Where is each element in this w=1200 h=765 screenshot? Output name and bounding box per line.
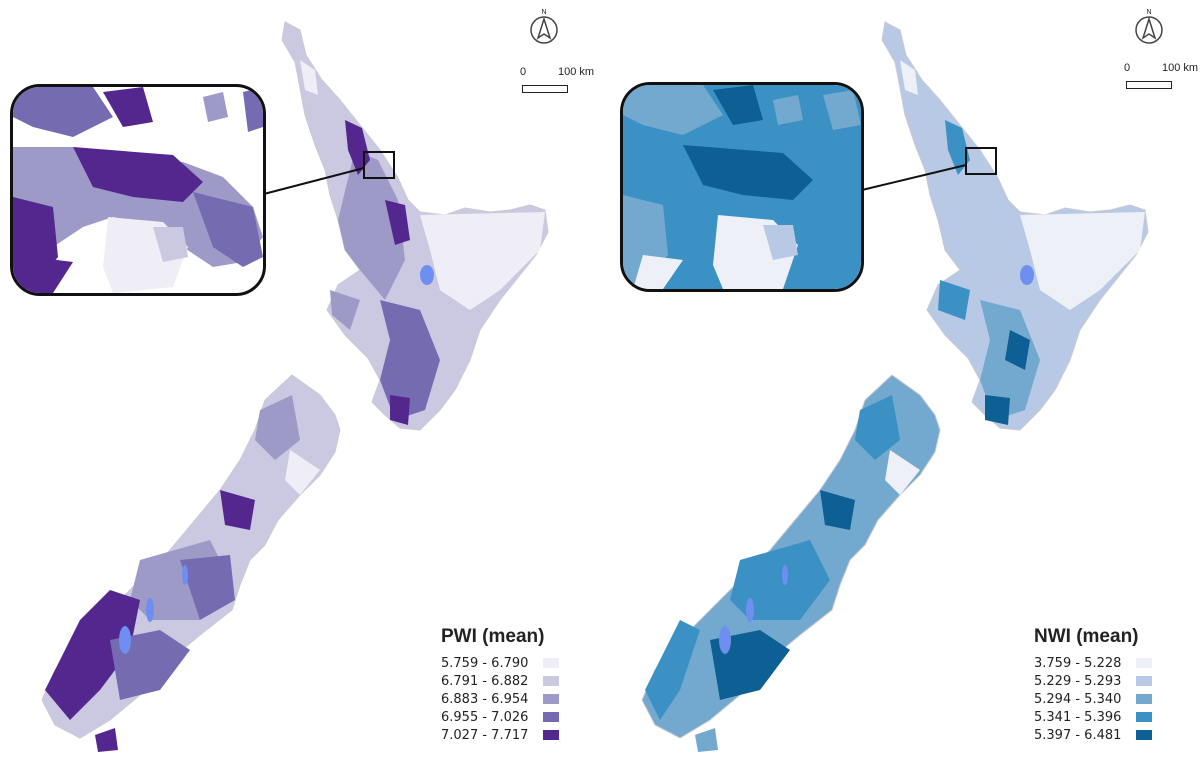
north-label: N xyxy=(541,9,546,16)
scale-bar: 0 100 km xyxy=(520,66,600,96)
legend-row: 6.883 - 6.954 xyxy=(441,690,559,708)
legend-range-label: 6.883 - 6.954 xyxy=(441,691,529,707)
legend-range-label: 5.294 - 5.340 xyxy=(1034,691,1122,707)
legend-row: 5.397 - 6.481 xyxy=(1034,726,1152,744)
legend-row: 7.027 - 7.717 xyxy=(441,726,559,744)
south-island xyxy=(41,374,341,752)
scale-km-label: 100 km xyxy=(558,66,595,78)
north-island xyxy=(281,21,549,431)
legend-range-label: 5.341 - 5.396 xyxy=(1034,709,1122,725)
legend-swatch xyxy=(1136,694,1152,704)
pwi-map-panel: N 0 100 km PWI (mean) 5.759 - 6.790 6.79… xyxy=(10,6,600,752)
scale-bar: 0 100 km xyxy=(1124,62,1200,92)
legend-row: 3.759 - 5.228 xyxy=(1034,654,1152,672)
legend-range-label: 6.955 - 7.026 xyxy=(441,709,529,725)
legend-range-label: 5.759 - 6.790 xyxy=(441,655,529,671)
scale-zero-label: 0 xyxy=(1124,62,1131,74)
legend-swatch xyxy=(1136,730,1152,740)
pwi-map xyxy=(41,21,549,752)
legend-swatch xyxy=(1136,712,1152,722)
scale-km-label: 100 km xyxy=(1162,62,1199,74)
south-island xyxy=(641,374,941,752)
inset-leader-line xyxy=(259,167,365,196)
north-arrow-icon: N xyxy=(1132,6,1166,46)
pwi-inset-map xyxy=(10,84,266,296)
legend-row: 6.791 - 6.882 xyxy=(441,672,559,690)
scale-bar-graphic xyxy=(522,85,568,93)
legend-range-label: 6.791 - 6.882 xyxy=(441,673,529,689)
scale-bar-graphic xyxy=(1126,81,1172,89)
legend-swatch xyxy=(543,658,559,668)
legend-swatch xyxy=(543,712,559,722)
pwi-legend: PWI (mean) 5.759 - 6.790 6.791 - 6.882 6… xyxy=(441,626,559,744)
legend-range-label: 5.397 - 6.481 xyxy=(1034,727,1122,743)
legend-swatch xyxy=(543,694,559,704)
legend-title: NWI (mean) xyxy=(1034,626,1139,647)
north-island xyxy=(881,21,1149,431)
nwi-map-panel: N 0 100 km NWI (mean) 3.759 - 5.228 5.22… xyxy=(600,0,1200,765)
legend-range-label: 7.027 - 7.717 xyxy=(441,727,529,743)
legend-swatch xyxy=(543,676,559,686)
inset-locator-box xyxy=(363,151,395,179)
nwi-legend: NWI (mean) 3.759 - 5.228 5.229 - 5.293 5… xyxy=(1034,626,1152,744)
legend-range-label: 5.229 - 5.293 xyxy=(1034,673,1122,689)
north-arrow-icon: N xyxy=(527,6,561,46)
legend-swatch xyxy=(543,730,559,740)
lakes xyxy=(719,265,1034,654)
legend-row: 5.294 - 5.340 xyxy=(1034,690,1152,708)
legend-row: 5.759 - 6.790 xyxy=(441,654,559,672)
legend-row: 6.955 - 7.026 xyxy=(441,708,559,726)
legend-row: 5.341 - 5.396 xyxy=(1034,708,1152,726)
nwi-inset-map xyxy=(620,82,864,292)
inset-locator-box xyxy=(965,147,997,175)
scale-zero-label: 0 xyxy=(520,66,527,78)
nwi-map xyxy=(641,21,1149,752)
legend-title: PWI (mean) xyxy=(441,626,545,647)
north-label: N xyxy=(1146,9,1151,16)
lakes xyxy=(119,265,434,654)
inset-leader-line xyxy=(861,164,967,191)
legend-range-label: 3.759 - 5.228 xyxy=(1034,655,1122,671)
legend-swatch xyxy=(1136,658,1152,668)
legend-row: 5.229 - 5.293 xyxy=(1034,672,1152,690)
legend-swatch xyxy=(1136,676,1152,686)
